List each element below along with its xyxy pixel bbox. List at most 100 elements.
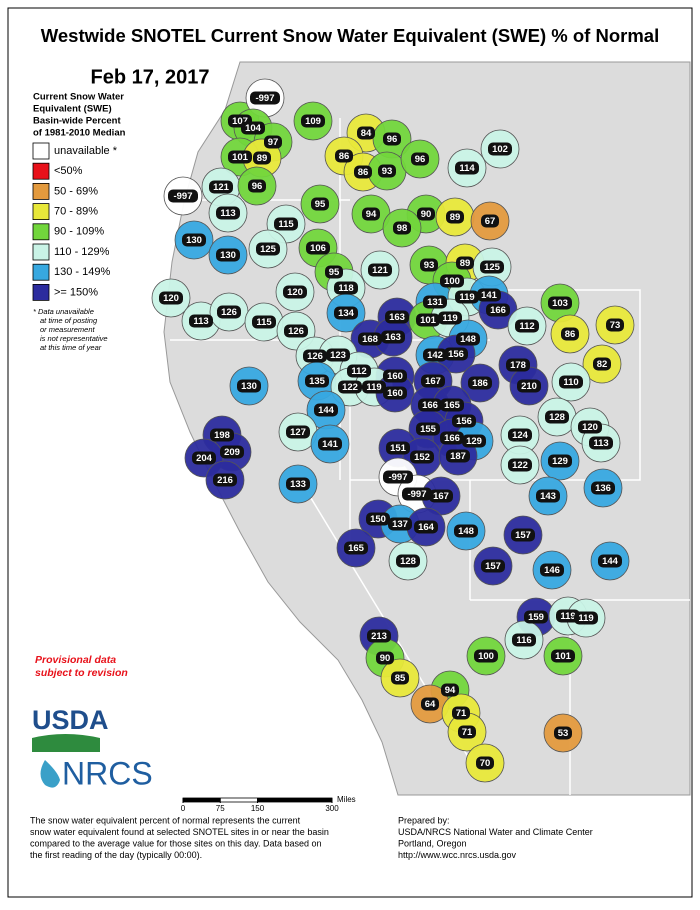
basin-label: 89 [257, 153, 268, 164]
basin-label-box [591, 481, 615, 495]
basin-label-box [468, 376, 492, 390]
basin-label-box [326, 348, 350, 362]
basin-label-box [456, 256, 474, 270]
nrcs-drop [40, 760, 60, 788]
basin-label: 89 [450, 212, 461, 223]
basin-label-box [335, 149, 353, 163]
basin-label-box [458, 725, 476, 739]
basin-label: 82 [597, 359, 608, 370]
footer-note: compared to the average value for those … [30, 838, 322, 848]
basin-label: 120 [582, 422, 598, 433]
basin-label: 110 [563, 377, 578, 388]
basin-label: 101 [555, 651, 572, 662]
legend-label: 50 - 69% [54, 185, 98, 197]
basin-label: 119 [459, 292, 474, 303]
basin-label-box [440, 274, 464, 288]
basin-label: 116 [516, 635, 531, 646]
basin-label-box [589, 436, 613, 450]
basin-labels: 107 -997 104 97 109 84 96 102 101 89 86 86 93 96 114 12… [159, 91, 624, 770]
basin-label: 107 [232, 116, 248, 127]
basin-label-box [357, 126, 375, 140]
legend-title: of 1981-2010 Median [33, 128, 126, 139]
basin-label-box [159, 291, 183, 305]
basin-label: 113 [193, 316, 208, 327]
basin-label: 120 [163, 293, 179, 304]
legend-label: 90 - 109% [54, 226, 104, 238]
basins: 107 -997 104 97 109 84 96 102 101 89 86 86 93 96 114 12… [151, 78, 635, 783]
basin-label-box [414, 520, 438, 534]
basin-label-box [347, 364, 371, 378]
basin-label-box [511, 528, 535, 542]
legend-swatch [32, 203, 50, 221]
scale-label: 75 [216, 804, 225, 813]
basin-label-box [388, 517, 412, 531]
basin-label-box [416, 313, 440, 327]
basin-label-box [477, 288, 501, 302]
basin-label: 160 [387, 371, 403, 382]
basin-label: 95 [329, 267, 340, 278]
basin-label-box [383, 470, 413, 484]
basin-label-box [508, 458, 532, 472]
basin-label: 125 [260, 244, 277, 255]
legend-footnote: at this time of year [40, 343, 102, 352]
credits: USDA/NRCS National Water and Climate Cen… [398, 827, 593, 837]
basin-label: 155 [420, 424, 437, 435]
basin-label: 119 [366, 382, 381, 393]
basin-label-box [358, 332, 382, 346]
basin-label: 134 [338, 308, 355, 319]
basin-label-box [283, 285, 307, 299]
basin-label: 86 [358, 167, 369, 178]
basin-label-box [476, 756, 494, 770]
basin-label-box [423, 348, 447, 362]
basin-label-box [410, 450, 434, 464]
basin-label: 152 [414, 452, 430, 463]
basin-label-box [416, 422, 440, 436]
basin-label: 114 [459, 163, 475, 174]
basin-label-box [455, 290, 479, 304]
legend-label: unavailable * [54, 145, 118, 157]
basin-label: -997 [388, 472, 407, 483]
basin-label-box [411, 152, 429, 166]
basin-label: 186 [472, 378, 488, 389]
scale-segment [257, 798, 332, 802]
basin-label-box [378, 164, 396, 178]
basin-label-box [488, 142, 512, 156]
basin-label: 119 [442, 313, 457, 324]
basin-label-box [216, 206, 240, 220]
basin-label: 128 [400, 556, 416, 567]
basin-label-box [423, 295, 447, 309]
nrcs-logo: NRCS [62, 755, 153, 791]
basin-label: 157 [515, 530, 531, 541]
footer-note: snow water equivalent found at selected … [30, 827, 329, 837]
basin-label-box [228, 150, 252, 164]
basin-label: 84 [361, 128, 372, 139]
basin-label-box [508, 428, 532, 442]
basin-label-box [506, 358, 530, 372]
credits: Portland, Oregon [398, 838, 467, 848]
credits: http://www.wcc.nrcs.usda.gov [398, 850, 517, 860]
basin-label: 124 [512, 430, 529, 441]
basin-label-box [250, 91, 280, 105]
basin-label-box [559, 375, 583, 389]
basin-label-box [417, 207, 435, 221]
basin-label: 113 [220, 208, 235, 219]
basin-label: 178 [510, 360, 526, 371]
basin-label: 187 [450, 451, 466, 462]
basin-label: 210 [521, 381, 537, 392]
basin-label-box [481, 559, 505, 573]
legend-footnote: at time of posting [40, 316, 98, 325]
basin-label: 159 [528, 612, 544, 623]
basin-label-box [574, 611, 598, 625]
basin-label: 102 [492, 144, 508, 155]
basin-label: 103 [552, 298, 568, 309]
basin-label-box [441, 683, 459, 697]
basin-label: 112 [351, 366, 366, 377]
basin-label-box [480, 260, 504, 274]
basin-label-box [217, 305, 241, 319]
basin-label: 133 [290, 479, 306, 490]
basin-label: 100 [444, 276, 460, 287]
basin-label: 128 [549, 412, 565, 423]
basin-label: 150 [370, 514, 386, 525]
basin-label: 106 [310, 243, 326, 254]
basin-label: 126 [307, 351, 323, 362]
